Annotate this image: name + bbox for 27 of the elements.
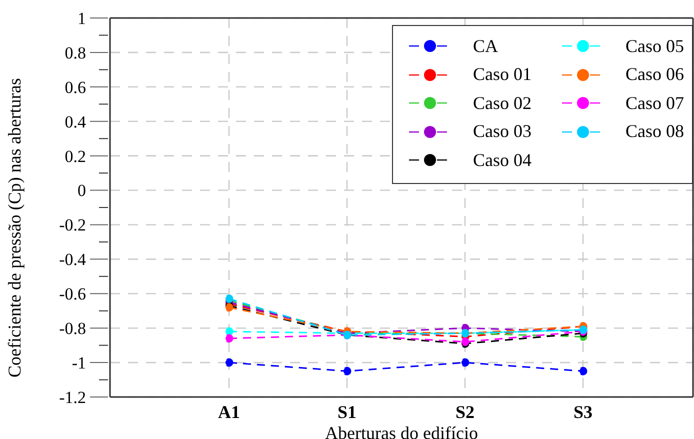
- y-tick-label: -1: [72, 353, 86, 372]
- legend-label: Caso 03: [473, 121, 532, 142]
- x-tick-label: S1: [337, 402, 357, 422]
- x-tick-label: S3: [573, 402, 593, 422]
- y-tick-label: 0.4: [64, 112, 86, 132]
- legend-label: Caso 07: [626, 92, 684, 114]
- legend-label: Caso 04: [473, 150, 532, 171]
- y-tick-label: 0.2: [64, 146, 86, 166]
- y-tick-label: 0.6: [64, 78, 86, 97]
- y-tick-label: 1: [78, 8, 86, 28]
- legend-label: CA: [473, 36, 498, 57]
- legend-label: Caso 05: [626, 36, 684, 57]
- y-tick-label: 0.8: [64, 43, 86, 62]
- y-tick-label: 0: [78, 181, 86, 200]
- legend-label: Caso 02: [473, 92, 532, 114]
- legend-label: Caso 01: [473, 64, 532, 86]
- y-tick-label: -1.2: [59, 388, 86, 407]
- y-tick-label: -0.4: [59, 250, 86, 270]
- legend-label: Caso 06: [626, 64, 684, 86]
- y-tick-label: -0.8: [59, 319, 86, 338]
- x-axis-title: Aberturas do edifício: [325, 423, 478, 439]
- y-tick-label: -0.2: [59, 216, 86, 235]
- y-tick-label: -0.6: [59, 284, 86, 304]
- x-tick-label: A1: [218, 402, 240, 422]
- legend-label: Caso 08: [626, 121, 684, 142]
- y-axis-title: Coeficiente de pressão (Cp) nas aberturas: [4, 78, 24, 378]
- x-tick-label: S2: [455, 402, 475, 422]
